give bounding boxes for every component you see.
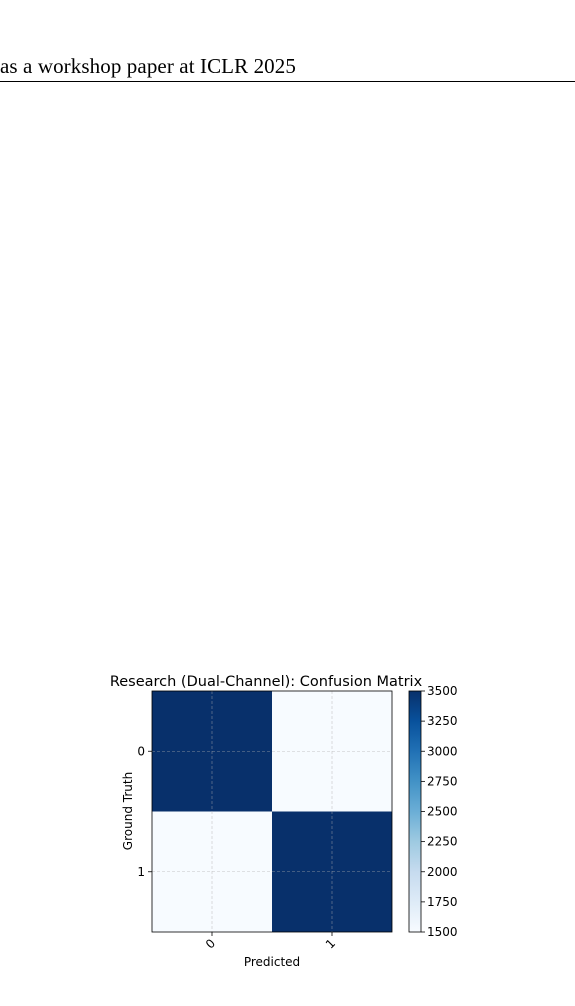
colorbar-tick-label-3500: 3500 [427, 684, 458, 698]
colorbar-tick-label-2000: 2000 [427, 865, 458, 879]
colorbar [408, 690, 422, 933]
colorbar-tick-label-1750: 1750 [427, 895, 458, 909]
colorbar-tick-label-3250: 3250 [427, 714, 458, 728]
y-tick-label-0: 0 [137, 744, 145, 758]
colorbar-tick-label-1500: 1500 [427, 925, 458, 939]
y-tick-label-1: 1 [137, 865, 145, 879]
colorbar-tick-label-2500: 2500 [427, 805, 458, 819]
colorbar-tick-label-2250: 2250 [427, 835, 458, 849]
colorbar-tick-label-2750: 2750 [427, 774, 458, 788]
x-tick-label-0: 0 [203, 936, 218, 951]
running-header: as a workshop paper at ICLR 2025 [0, 54, 296, 78]
header-rule [0, 81, 575, 82]
confusion-matrix-figure: Research (Dual-Channel): Confusion Matri… [110, 674, 458, 969]
x-tick-label-1: 1 [323, 936, 338, 951]
plot-frame [151, 690, 393, 933]
colorbar-tick-label-3000: 3000 [427, 744, 458, 758]
y-axis-label: Ground Truth [121, 772, 135, 850]
x-axis-label: Predicted [244, 955, 300, 969]
chart-title: Research (Dual-Channel): Confusion Matri… [110, 674, 423, 690]
